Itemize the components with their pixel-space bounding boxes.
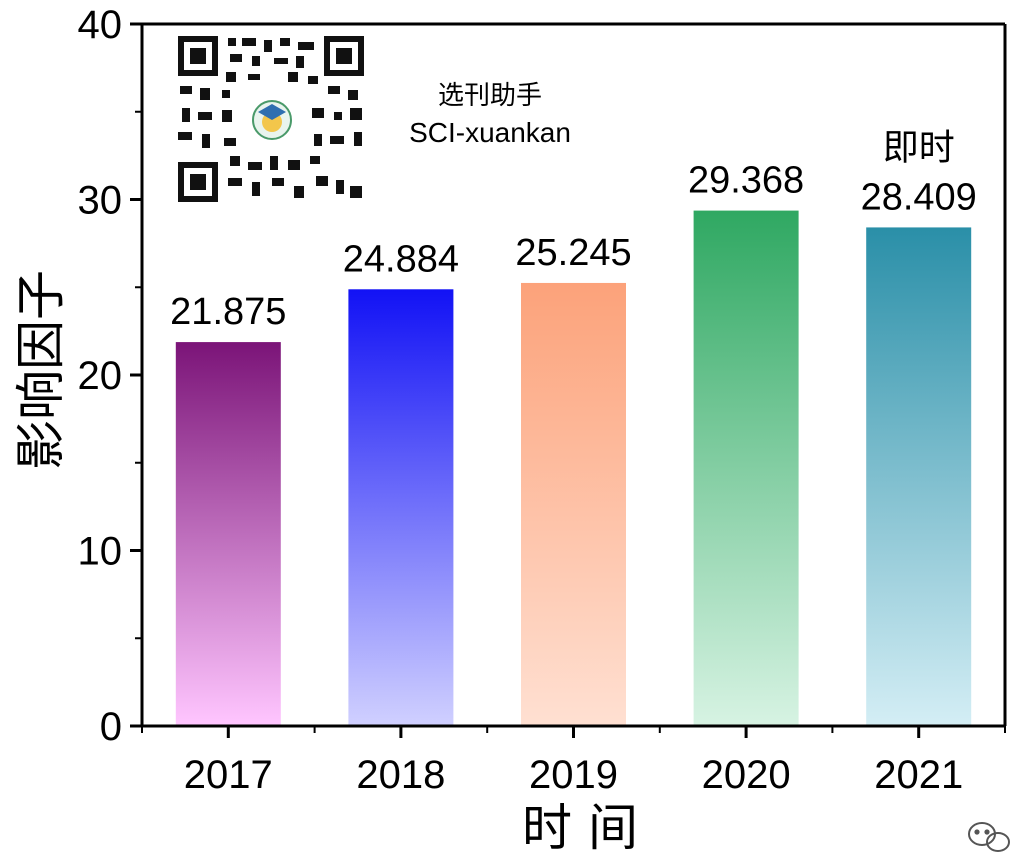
bar-2021 (866, 227, 972, 726)
data-label-2019: 25.245 (515, 232, 631, 274)
watermark-title: 选刊助手 (438, 81, 542, 111)
watermark-account: SCI-xuankan (409, 117, 571, 148)
x-axis-title: 时 间 (522, 799, 638, 857)
data-label-2018: 24.884 (343, 238, 459, 280)
y-ticks: 0 10 20 30 40 (78, 3, 142, 749)
bar-2020 (693, 210, 799, 726)
data-label-2017: 21.875 (170, 291, 286, 333)
y-tick-label: 10 (78, 530, 123, 574)
data-label-2020: 29.368 (688, 160, 804, 202)
x-tick-label-2020: 2020 (702, 753, 791, 797)
x-tick-label-2019: 2019 (529, 753, 618, 797)
y-tick-label: 40 (78, 3, 123, 47)
bar-2019 (521, 282, 626, 726)
y-tick-label: 30 (78, 179, 123, 223)
bar-2017 (175, 342, 281, 726)
x-tick-label-2021: 2021 (874, 753, 963, 797)
bar-2018 (348, 289, 454, 726)
y-tick-label: 0 (100, 705, 122, 749)
qr-code-icon (178, 36, 364, 202)
y-tick-label: 20 (78, 354, 123, 398)
x-tick-label-2017: 2017 (184, 753, 273, 797)
wechat-icon (968, 822, 1010, 852)
x-ticks: 2017 2018 2019 2020 2021 (141, 726, 1006, 797)
bar-series: 21.875 24.884 25.245 29.368 28.409 即时 (170, 127, 977, 726)
annotation-2021: 即时 (883, 127, 955, 168)
y-axis-title: 影响因子 (12, 270, 70, 470)
data-label-2021: 28.409 (861, 176, 977, 218)
x-tick-label-2018: 2018 (356, 753, 445, 797)
